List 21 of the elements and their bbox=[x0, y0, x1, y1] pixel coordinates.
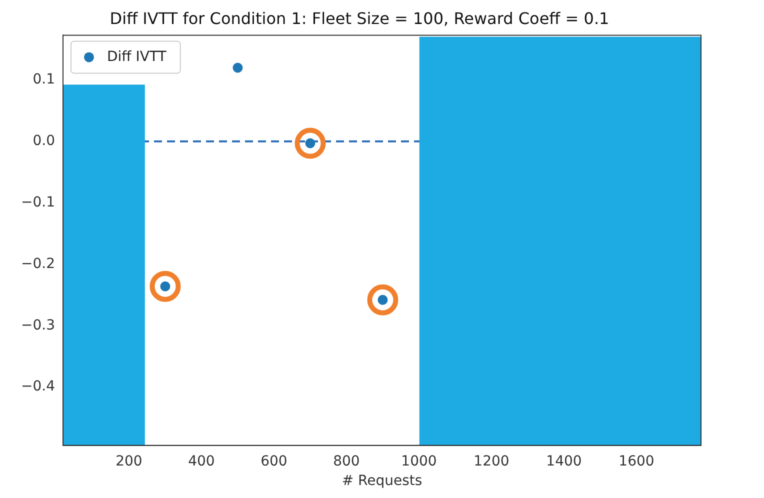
point bbox=[150, 270, 181, 302]
x-tick-label: 600 bbox=[260, 453, 288, 470]
x-tick-label: 400 bbox=[188, 453, 215, 470]
point bbox=[232, 62, 243, 73]
point bbox=[294, 128, 326, 159]
chart-title: Diff IVTT for Condition 1: Fleet Size = 100, Reward Coeff = 0.1 bbox=[110, 8, 610, 28]
y-tick-label: −0.1 bbox=[20, 194, 55, 210]
x-tick-label: 800 bbox=[333, 453, 360, 470]
y-tick-label: 0.1 bbox=[32, 72, 55, 88]
y-tick-label: −0.3 bbox=[20, 317, 55, 334]
point bbox=[367, 284, 398, 316]
y-tick-label: −0.2 bbox=[20, 256, 55, 272]
y-tick-label: −0.4 bbox=[20, 378, 56, 395]
x-tick-label: 1200 bbox=[474, 453, 510, 470]
x-tick-label: 200 bbox=[116, 453, 142, 470]
x-tick-label: 1000 bbox=[401, 453, 437, 470]
y-tick-label: 0.0 bbox=[32, 133, 55, 150]
x-tick-label: 1600 bbox=[618, 453, 654, 470]
x-tick-label: 1400 bbox=[546, 453, 582, 470]
x-axis-title: # Requests bbox=[342, 473, 422, 490]
legend-label: Diff IVTT bbox=[106, 48, 167, 65]
